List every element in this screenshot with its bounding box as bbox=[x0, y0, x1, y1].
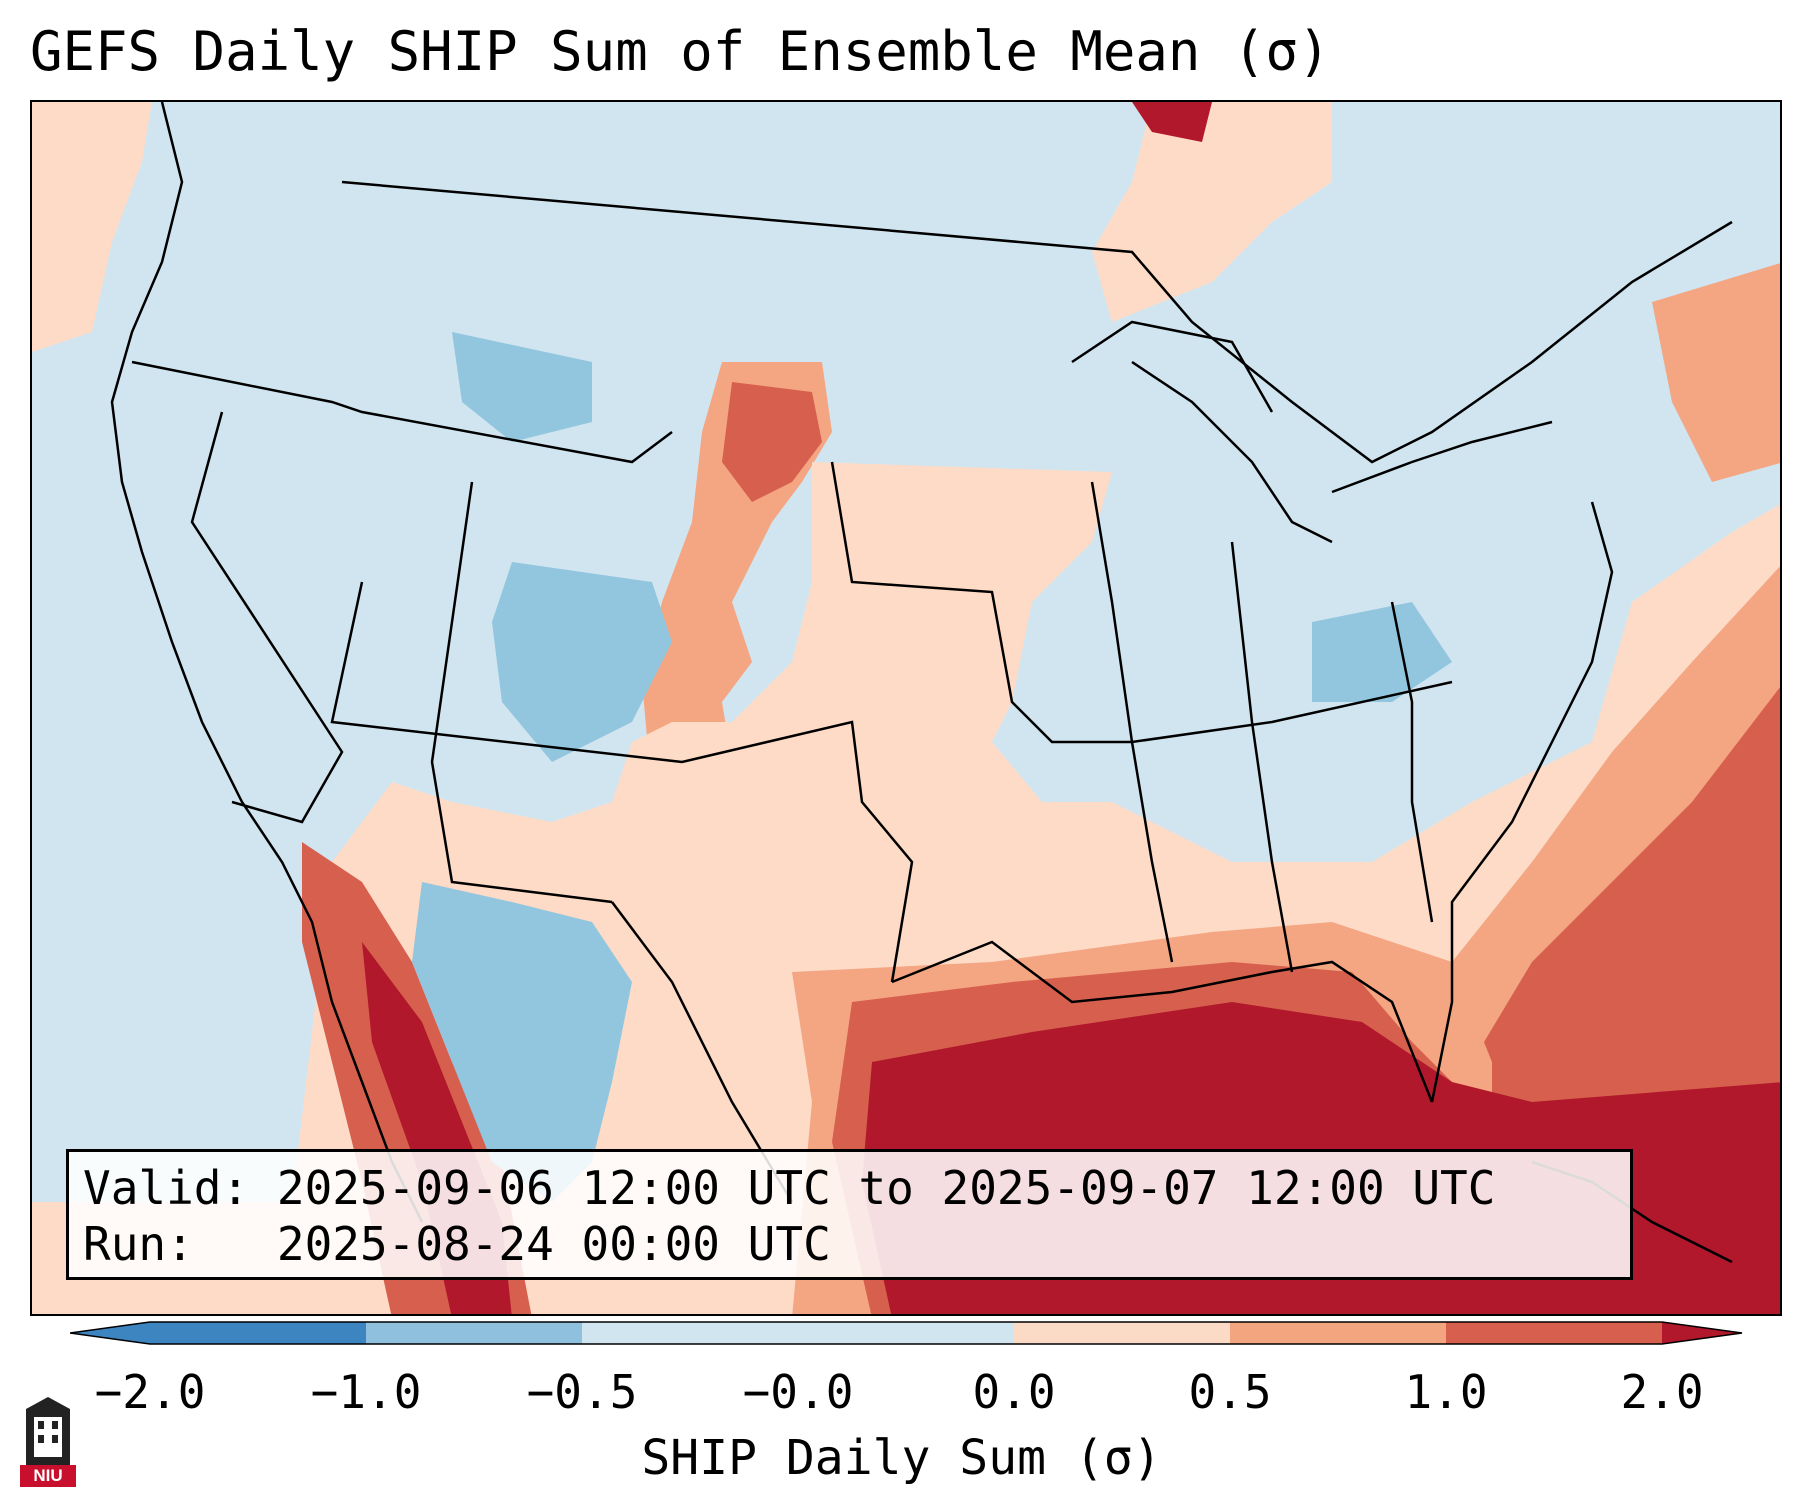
valid-run-info-box: Valid: 2025-09-06 12:00 UTC to 2025-09-0… bbox=[66, 1149, 1633, 1280]
niu-logo: NIU bbox=[20, 1395, 76, 1487]
alabama-border bbox=[1230, 541, 1294, 973]
valid-label: Valid: bbox=[83, 1161, 250, 1215]
field-northern-rockies-blue bbox=[452, 332, 592, 442]
colorbar-segment bbox=[1446, 1322, 1662, 1344]
great-lakes-shore bbox=[1131, 360, 1333, 544]
niu-logo-text: NIU bbox=[20, 1465, 76, 1487]
colorbar-tick-label: −2.0 bbox=[94, 1365, 206, 1419]
central-borders bbox=[330, 581, 914, 983]
colorbar-tick-label: 0.0 bbox=[972, 1365, 1056, 1419]
map-panel bbox=[30, 100, 1782, 1316]
colorbar-max-extend-arrow bbox=[1662, 1322, 1742, 1344]
arizona-border bbox=[430, 481, 613, 904]
colorbar-tick-label: 2.0 bbox=[1620, 1365, 1704, 1419]
colorbar-segment bbox=[366, 1322, 582, 1344]
west-coastline bbox=[110, 102, 424, 1223]
field-maritimes-mid-red bbox=[1652, 263, 1780, 482]
colorbar-tick-label: 1.0 bbox=[1404, 1365, 1488, 1419]
us-canada-border bbox=[341, 180, 1733, 464]
field-ontario-light-red bbox=[1092, 102, 1332, 322]
valid-value: 2025-09-06 12:00 UTC to 2025-09-07 12:00… bbox=[276, 1161, 1496, 1215]
boundary-lines bbox=[110, 102, 1733, 1264]
gulf-coastline bbox=[891, 940, 1434, 1103]
mississippi-border bbox=[1090, 481, 1174, 963]
field-southwest-blue bbox=[412, 882, 632, 1202]
colorbar-min-extend-arrow bbox=[70, 1322, 150, 1344]
colorbar-segment bbox=[798, 1322, 1014, 1344]
midwest-borders bbox=[830, 461, 1453, 744]
field-ohio-valley-blue bbox=[1312, 602, 1452, 702]
colorbar-segment bbox=[1230, 1322, 1446, 1344]
chart-title: GEFS Daily SHIP Sum of Ensemble Mean (σ) bbox=[30, 20, 1331, 83]
colorbar-segment bbox=[582, 1322, 798, 1344]
colorbar-segment bbox=[1014, 1322, 1230, 1344]
field-colorado-blue bbox=[492, 562, 672, 762]
colorbar-tick-label: −1.0 bbox=[310, 1365, 422, 1419]
anomaly-map bbox=[32, 102, 1780, 1314]
colorbar-label: SHIP Daily Sum (σ) bbox=[641, 1430, 1162, 1486]
field-dakota-dark-red bbox=[722, 382, 822, 502]
east-coastline bbox=[1430, 501, 1614, 1103]
run-value: 2025-08-24 00:00 UTC bbox=[276, 1217, 831, 1271]
field-pacific-red bbox=[32, 102, 152, 352]
field-hudson-bay-deep-red bbox=[1132, 102, 1212, 142]
lake-erie-ontario-shore bbox=[1331, 420, 1553, 494]
niu-tower-icon bbox=[26, 1397, 70, 1465]
nevada-border bbox=[190, 411, 344, 824]
colorbar-outline bbox=[70, 1321, 1743, 1345]
run-label: Run: bbox=[83, 1217, 194, 1271]
northern-border-segment bbox=[131, 360, 673, 464]
colorbar bbox=[70, 1321, 1743, 1345]
lake-superior-shore bbox=[1071, 320, 1274, 413]
colorbar-tick-label: −0.5 bbox=[526, 1365, 638, 1419]
colorbar-tick-label: 0.5 bbox=[1188, 1365, 1272, 1419]
carolina-border bbox=[1390, 601, 1434, 923]
colorbar-segment bbox=[150, 1322, 366, 1344]
colorbar-tick-label: −0.0 bbox=[742, 1365, 854, 1419]
